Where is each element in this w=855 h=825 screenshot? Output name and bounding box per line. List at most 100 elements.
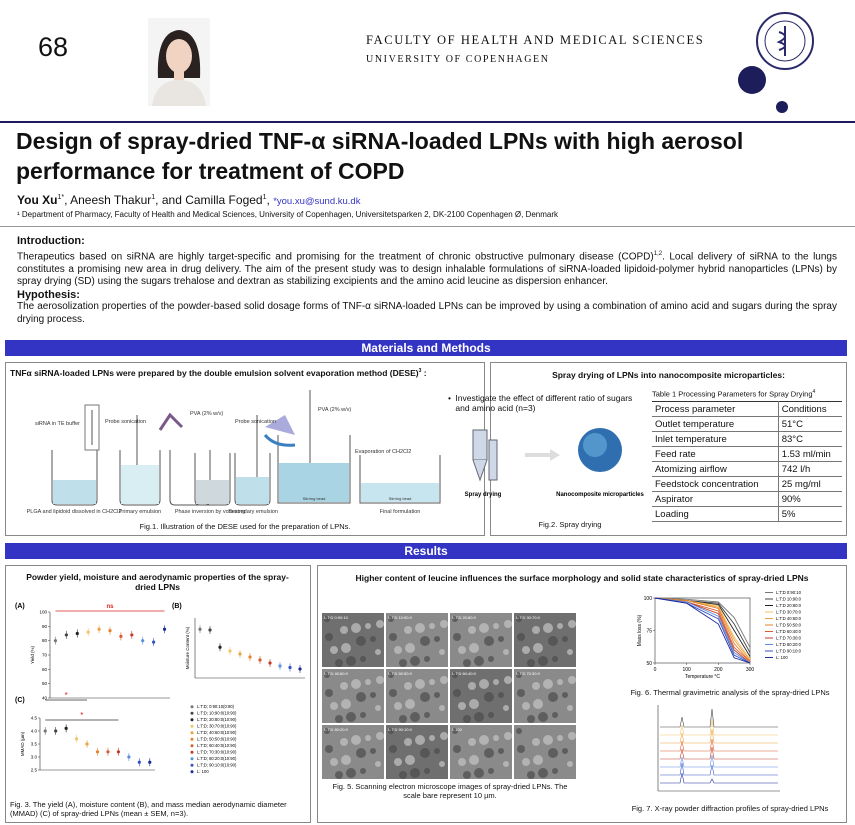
sem-texture (376, 620, 384, 628)
legend-label: L: 100 (776, 655, 788, 660)
sem-texture (452, 616, 458, 622)
author-separator: , and (155, 193, 182, 207)
table-cell: 1.53 ml/min (777, 446, 842, 462)
sem-texture (532, 626, 540, 634)
y-tick-label: 2.5 (31, 768, 38, 773)
table-row: Loading 5% (652, 506, 842, 522)
diagram-label: PLGA and lipidoid dissolved in CH2Cl2 (27, 509, 122, 515)
legend-swatch (190, 750, 194, 754)
sem-texture (346, 712, 356, 722)
figure-caption: Fig. 6. Thermal gravimetric analysis of … (630, 688, 830, 697)
diagram-label: PVA (2% w/v) (190, 411, 223, 417)
data-point (97, 627, 101, 631)
data-point (268, 661, 272, 665)
y-tick-label: 50 (646, 661, 652, 667)
sem-texture (340, 626, 348, 634)
data-point (119, 634, 123, 638)
sem-texture (410, 656, 420, 666)
sem-texture (370, 748, 376, 754)
hypothesis-heading: Hypothesis: (17, 288, 80, 301)
sem-texture (468, 682, 476, 690)
y-tick-label: 90 (42, 624, 48, 629)
annotation: * (65, 691, 68, 700)
table-row: Process parameter Conditions (652, 401, 842, 417)
table-row: Feedstock concentration 25 mg/ml (652, 476, 842, 492)
sem-texture (335, 715, 343, 723)
data-point (248, 655, 252, 659)
sem-texture (415, 679, 425, 689)
sem-texture (356, 636, 366, 646)
sem-texture (522, 646, 530, 654)
sem-texture (468, 738, 476, 746)
table-row: Feed rate 1.53 ml/min (652, 446, 842, 462)
diagram-label: Stirring bead (389, 496, 412, 501)
figure-caption: Fig.2. Spray drying (538, 520, 602, 529)
sem-texture (488, 768, 494, 774)
sem-texture (415, 735, 425, 745)
data-point (106, 750, 110, 754)
sem-texture (458, 758, 466, 766)
sem-texture (375, 649, 381, 655)
sem-texture (568, 732, 576, 740)
sem-texture (439, 649, 445, 655)
sem-texture (568, 620, 576, 628)
sem-label: L:T:D 10:90:0 (388, 615, 413, 620)
sem-texture (405, 699, 415, 709)
sem-texture (370, 692, 376, 698)
panel-label: (B) (172, 603, 182, 610)
data-point (228, 649, 232, 653)
sem-texture (503, 705, 509, 711)
results-left-box (5, 565, 311, 823)
y-tick-label: 75 (646, 629, 652, 635)
sem-texture (439, 705, 445, 711)
sem-texture (493, 679, 499, 685)
sem-texture (389, 689, 397, 697)
legend-label: L:T:D 10:90:0 (776, 597, 802, 602)
data-point (75, 631, 79, 636)
sem-texture (420, 636, 430, 646)
sem-texture (568, 676, 576, 684)
sem-texture (424, 656, 430, 662)
diagram-label: Evaporation of CH2Cl2 (355, 449, 411, 455)
sem-texture (429, 679, 435, 685)
legend-label: L:T:D 40:60:0 (776, 616, 802, 621)
table-cell: Outlet temperature (652, 416, 779, 432)
x-tick-label: 0 (654, 667, 657, 673)
citation: 4 (812, 389, 816, 395)
sem-texture (324, 616, 330, 622)
y-tick-label: 70 (42, 653, 48, 658)
sem-texture (504, 620, 512, 628)
legend-label: L:T:D; 70:30:0(10:90) (197, 750, 237, 755)
diagram-label: Primary emulsion (119, 509, 161, 515)
sem-texture (356, 748, 366, 758)
sem-texture (538, 712, 548, 722)
figure-caption: Fig.1. Illustration of the DESE used for… (139, 522, 351, 531)
results-right-title: Higher content of leucine influences the… (355, 573, 809, 583)
y-axis-label: Moisture Content (%) (185, 626, 190, 669)
hypothesis-text: The aerosolization properties of the pow… (17, 301, 837, 325)
y-tick-label: 3.0 (31, 755, 38, 760)
data-point (64, 726, 68, 730)
section-bar: Results (5, 543, 847, 559)
sem-texture (484, 748, 494, 758)
sem-texture (552, 656, 558, 662)
sem-texture (567, 649, 573, 655)
sem-texture (533, 699, 543, 709)
data-point (238, 652, 242, 656)
sem-texture (552, 712, 558, 718)
sem-texture (351, 679, 361, 689)
legend-swatch (190, 718, 194, 722)
sem-texture (469, 643, 479, 653)
sem-texture (498, 692, 504, 698)
section-bar: Materials and Methods (5, 340, 847, 356)
author-name: Camilla Foged (185, 193, 263, 207)
data-line (654, 597, 751, 648)
data-line (654, 597, 751, 662)
sem-texture (394, 758, 402, 766)
author-separator: , (64, 193, 68, 207)
sem-texture (389, 633, 397, 641)
sem-texture (493, 735, 499, 741)
data-point (53, 639, 58, 643)
affiliation: ¹ Department of Pharmacy, Faculty of Hea… (17, 210, 559, 219)
table-cell: Feed rate (652, 446, 779, 462)
